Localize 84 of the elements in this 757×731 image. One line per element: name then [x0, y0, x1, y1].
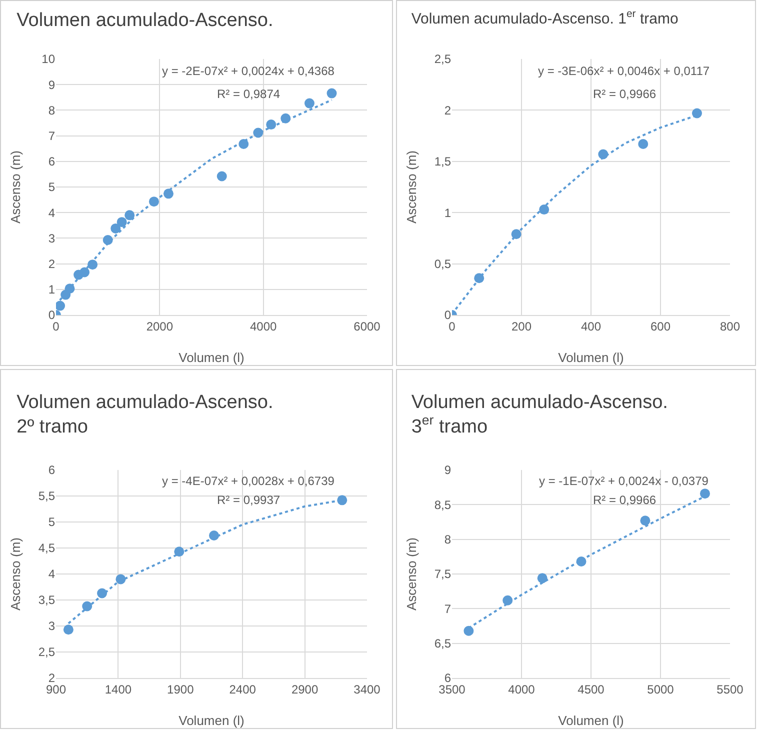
- x-tick-label: 400: [580, 319, 602, 334]
- x-tick-label: 4500: [578, 682, 605, 696]
- y-tick-label: 2,5: [434, 52, 452, 66]
- annotation: y = -1E-07x² + 0,0024x - 0,0379: [539, 474, 709, 488]
- point: [640, 516, 650, 526]
- y-tick-label: 2: [444, 103, 452, 118]
- y-tick-label: 5: [48, 515, 56, 530]
- y-tick-label: 0,5: [434, 257, 452, 271]
- y-tick-label: 4: [48, 567, 56, 582]
- y-tick-label: 2,5: [38, 645, 56, 660]
- chart-title: Volumen acumulado-Ascenso. 1$^{er}$ tramo: [411, 8, 678, 28]
- chart-title: Volumen acumulado-Ascenso. 3$^{er}$ tramo: [411, 392, 668, 438]
- x-tick-label: 5500: [716, 682, 744, 696]
- y-tick-label: 6: [48, 154, 56, 169]
- y-tick-label: 7,5: [434, 567, 452, 582]
- y-tick-label: 4,5: [38, 541, 56, 556]
- x-axis-title: Volumen (l): [178, 713, 244, 728]
- x-tick-label: 600: [650, 319, 671, 334]
- y-tick-label: 6,5: [434, 636, 452, 651]
- x-tick-label: 4000: [508, 682, 536, 696]
- x-axis-title: Volumen (l): [558, 713, 624, 728]
- point: [638, 138, 648, 149]
- y-tick-label: 7: [48, 129, 56, 143]
- x-tick-label: 6000: [354, 319, 381, 334]
- annotation: R² = 0,9966: [593, 87, 656, 101]
- x-tick-label: 800: [720, 319, 740, 334]
- point: [539, 204, 550, 215]
- x-tick-label: 1400: [104, 682, 132, 696]
- x-tick-label: 2000: [146, 319, 174, 334]
- y-tick-label: 3,5: [38, 593, 56, 608]
- y-axis-title: Ascenso (m): [404, 150, 419, 224]
- point: [326, 88, 337, 98]
- x-tick-label: 3400: [354, 682, 381, 696]
- y-axis-title: Ascenso (m): [8, 150, 23, 224]
- x-tick-label: 2900: [291, 682, 318, 696]
- point: [700, 488, 710, 499]
- x-axis-title: Volumen (l): [178, 350, 244, 365]
- y-tick-label: 1: [48, 282, 56, 297]
- annotation: y = -3E-06x² + 0,0046x + 0,0117: [538, 64, 710, 78]
- point: [124, 210, 135, 220]
- point: [266, 120, 276, 130]
- y-tick-label: 2: [48, 257, 56, 271]
- annotation: R² = 0,9874: [217, 87, 280, 101]
- y-tick-label: 0: [444, 308, 452, 322]
- point: [464, 626, 474, 636]
- y-tick-label: 6: [48, 463, 56, 478]
- y-tick-label: 8: [48, 103, 56, 118]
- x-tick-label: 4000: [250, 319, 277, 334]
- point: [304, 98, 314, 108]
- point: [537, 573, 548, 584]
- point: [63, 624, 74, 635]
- y-tick-label: 0: [48, 308, 56, 322]
- y-axis-title: Ascenso (m): [404, 538, 419, 610]
- y-tick-label: 9: [444, 463, 452, 478]
- x-tick-label: 1900: [167, 682, 194, 696]
- y-tick-label: 1,5: [434, 154, 452, 169]
- annotation: y = -2E-07x² + 0,0024x + 0,4368: [162, 64, 335, 78]
- point: [110, 223, 121, 234]
- y-tick-label: 8: [444, 532, 452, 547]
- x-tick-label: 200: [511, 319, 532, 334]
- y-tick-label: 7: [444, 602, 452, 616]
- point: [692, 108, 702, 118]
- y-tick-label: 3: [48, 619, 56, 634]
- x-tick-label: 2400: [229, 682, 256, 696]
- chart-title: Volumen acumulado-Ascenso. 2º tramo: [16, 392, 274, 438]
- y-tick-label: 3: [48, 231, 56, 246]
- y-axis-title: Ascenso (m): [8, 538, 23, 610]
- y-tick-label: 5,5: [38, 489, 56, 504]
- y-tick-label: 10: [42, 52, 56, 66]
- annotation: y = -4E-07x² + 0,0028x + 0,6739: [162, 474, 335, 488]
- point: [56, 300, 66, 311]
- point: [116, 217, 127, 228]
- y-tick-label: 1: [444, 206, 452, 220]
- y-tick-label: 5: [48, 180, 56, 194]
- chart-title: Volumen acumulado-Ascenso.: [16, 10, 274, 32]
- point: [337, 495, 348, 506]
- x-tick-label: 5000: [647, 682, 674, 696]
- x-axis-title: Volumen (l): [558, 350, 624, 365]
- point: [216, 171, 227, 182]
- annotation: R² = 0,9937: [217, 493, 280, 507]
- y-tick-label: 9: [48, 78, 56, 92]
- annotation: R² = 0,9966: [593, 493, 656, 507]
- y-tick-label: 8,5: [434, 498, 452, 512]
- y-tick-label: 4: [48, 206, 56, 220]
